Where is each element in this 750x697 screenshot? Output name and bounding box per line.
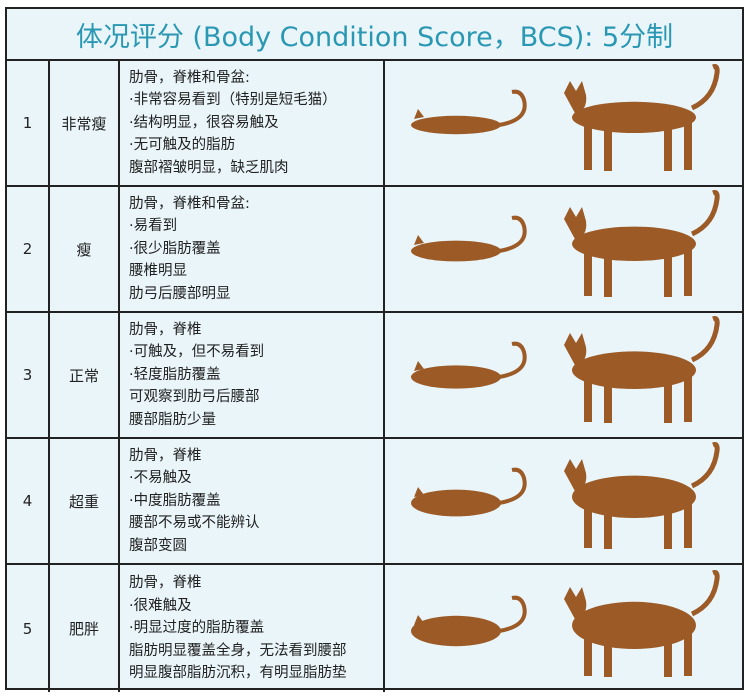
description-line: ·无可触及的脂肪 <box>129 137 236 154</box>
cat-top-view-icon <box>410 467 527 517</box>
description-line: ·很少脂肪覆盖 <box>129 240 221 257</box>
description-line: 肋弓后腰部明显 <box>129 285 231 302</box>
description-cell: 肋骨，脊椎 ·很难触及 ·明显过度的脂肪覆盖脂肪明显覆盖全身，无法看到腰部 明显腹部脂… <box>120 565 385 692</box>
level-cell: 非常瘦 <box>50 61 120 185</box>
description-line: 腰椎明显 <box>129 263 187 280</box>
description-line: ·不易触及 <box>129 470 192 487</box>
table-row: 4 超重 肋骨，脊椎 ·不易触及 ·中度脂肪覆盖腰部不易或不能辨认 腹部变圆 <box>7 439 742 565</box>
level-cell: 正常 <box>50 313 120 437</box>
bcs-table: 体况评分 (Body Condition Score，BCS): 5分制 1 非… <box>5 7 744 692</box>
cat-illustration-cell <box>385 61 742 185</box>
description-line: ·很难触及 <box>129 597 192 614</box>
description-line: 肋骨，脊椎和骨盆: <box>129 195 250 212</box>
description-line: 明显腹部脂肪沉积，有明显脂肪垫 <box>129 665 347 682</box>
description-cell: 肋骨，脊椎 ·可触及，但不易看到 ·轻度脂肪覆盖可观察到肋弓后腰部 腰部脂肪少量 <box>120 313 385 437</box>
description-line: ·轻度脂肪覆盖 <box>129 366 221 383</box>
description-line: 腹部褶皱明显，缺乏肌肉 <box>129 159 289 176</box>
description-line: ·明显过度的脂肪覆盖 <box>129 620 265 637</box>
cat-top-view-icon <box>410 341 527 389</box>
cat-illustration-cell <box>385 565 742 692</box>
description-line: ·结构明显，很容易触及 <box>129 114 279 131</box>
table-row: 5 肥胖 肋骨，脊椎 ·很难触及 ·明显过度的脂肪覆盖脂肪明显覆盖全身，无法看到腰部… <box>7 565 742 692</box>
description-line: 肋骨，脊椎 <box>129 321 202 338</box>
cat-side-view-icon <box>563 569 720 677</box>
cat-side-view-icon <box>563 442 720 549</box>
description-cell: 肋骨，脊椎和骨盆: ·非常容易看到（特别是短毛猫） ·结构明显，很容易触及 ·无可触及… <box>120 61 385 185</box>
description-line: 肋骨，脊椎 <box>129 447 202 464</box>
table-title: 体况评分 (Body Condition Score，BCS): 5分制 <box>7 9 742 61</box>
score-cell: 4 <box>7 439 50 563</box>
description-cell: 肋骨，脊椎 ·不易触及 ·中度脂肪覆盖腰部不易或不能辨认 腹部变圆 <box>120 439 385 563</box>
description-line: ·非常容易看到（特别是短毛猫） <box>129 92 337 109</box>
description-line: ·可触及，但不易看到 <box>129 344 265 361</box>
level-cell: 超重 <box>50 439 120 563</box>
cat-top-view-icon <box>410 89 527 135</box>
score-cell: 3 <box>7 313 50 437</box>
description-cell: 肋骨，脊椎和骨盆: ·易看到 ·很少脂肪覆盖 腰椎明显肋弓后腰部明显 <box>120 187 385 311</box>
description-line: 可观察到肋弓后腰部 <box>129 389 260 406</box>
level-cell: 瘦 <box>50 187 120 311</box>
description-line: ·中度脂肪覆盖 <box>129 492 221 509</box>
description-line: 肋骨，脊椎和骨盆: <box>129 69 250 86</box>
description-line: 腰部脂肪少量 <box>129 411 216 428</box>
cat-top-view-icon <box>410 215 527 262</box>
description-line: 腰部不易或不能辨认 <box>129 515 260 532</box>
cat-illustration-cell <box>385 313 742 437</box>
description-line: 脂肪明显覆盖全身，无法看到腰部 <box>129 642 347 659</box>
score-cell: 2 <box>7 187 50 311</box>
table-row: 2 瘦 肋骨，脊椎和骨盆: ·易看到 ·很少脂肪覆盖 腰椎明显肋弓后腰部明显 <box>7 187 742 313</box>
level-cell: 肥胖 <box>50 565 120 692</box>
table-row: 1 非常瘦 肋骨，脊椎和骨盆: ·非常容易看到（特别是短毛猫） ·结构明显，很容易触… <box>7 61 742 187</box>
cat-side-view-icon <box>563 190 720 297</box>
description-line: ·易看到 <box>129 218 178 235</box>
cat-top-view-icon <box>410 595 527 646</box>
score-cell: 1 <box>7 61 50 185</box>
table-row: 3 正常 肋骨，脊椎 ·可触及，但不易看到 ·轻度脂肪覆盖可观察到肋弓后腰部 腰部脂肪… <box>7 313 742 439</box>
cat-side-view-icon <box>563 64 720 171</box>
description-line: 肋骨，脊椎 <box>129 575 202 592</box>
cat-illustration-cell <box>385 439 742 563</box>
cat-illustration-cell <box>385 187 742 311</box>
score-cell: 5 <box>7 565 50 692</box>
cat-side-view-icon <box>563 316 720 423</box>
description-line: 腹部变圆 <box>129 537 187 554</box>
